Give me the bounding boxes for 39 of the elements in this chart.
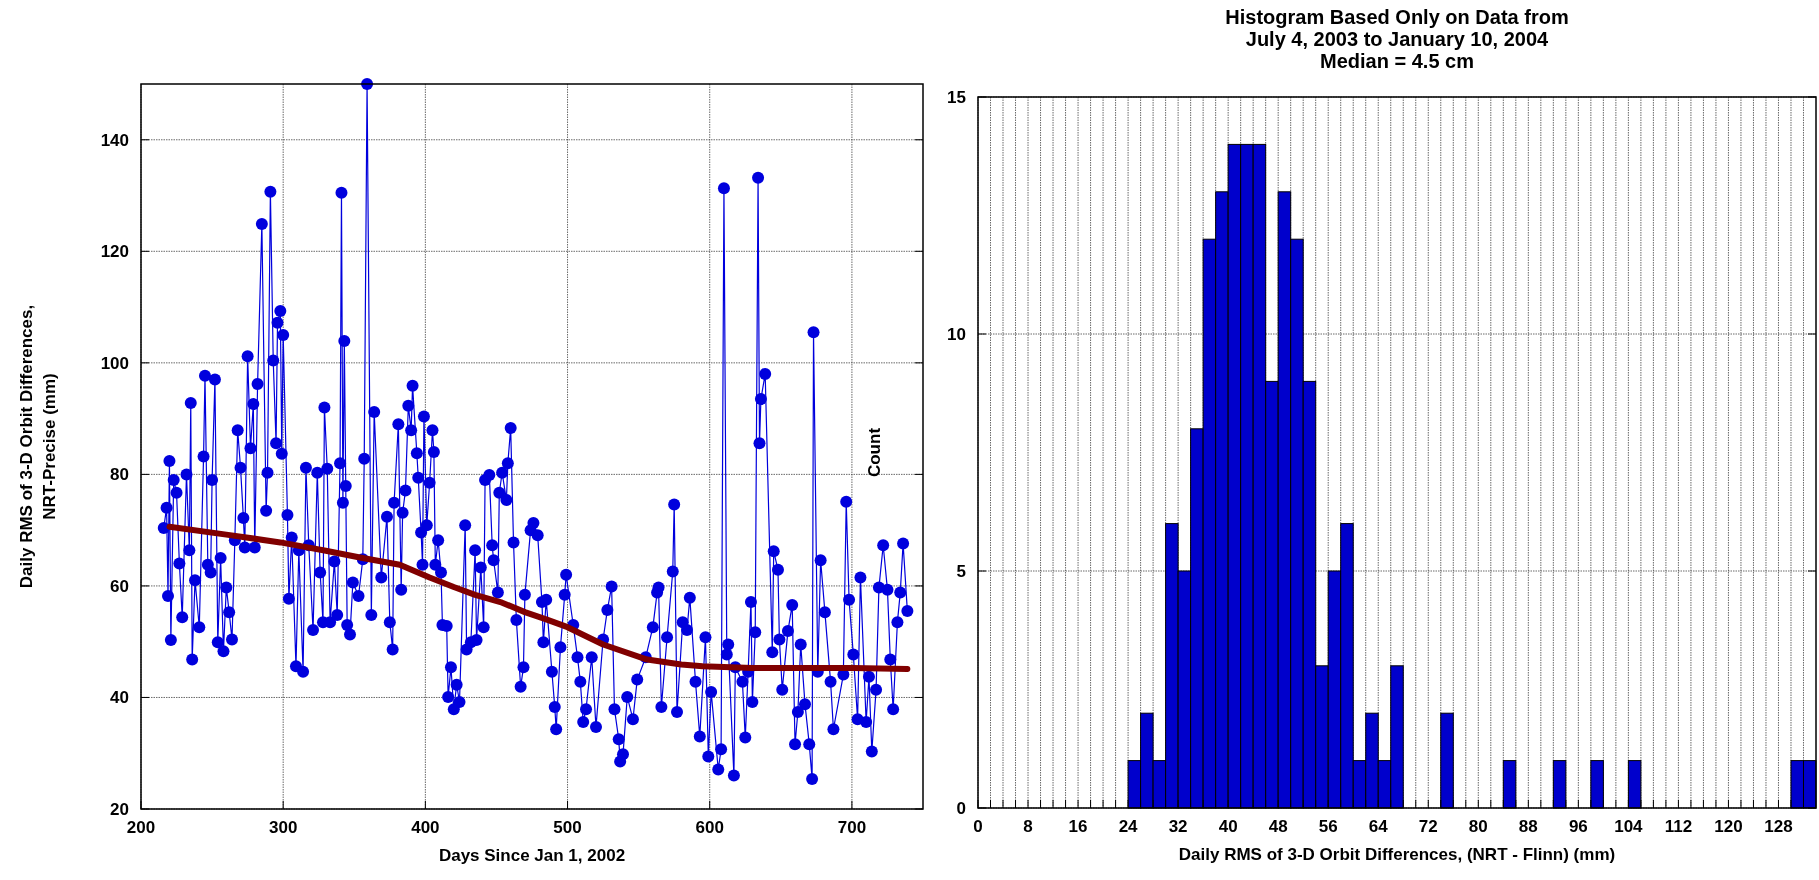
x-tick-label: 40 [1218,817,1238,836]
y-tick-label: 0 [956,799,966,818]
y-tick-label: 100 [100,353,129,373]
y-tick-label: 40 [110,688,129,708]
x-axis-title: Days Since Jan 1, 2002 [438,846,626,865]
y-tick-label: 5 [956,562,966,581]
x-tick-label: 88 [1518,817,1538,836]
y-tick-label: 60 [110,576,129,596]
x-tick-label: 500 [553,818,582,837]
x-tick-label: 48 [1268,817,1288,836]
x-tick-label: 80 [1468,817,1488,836]
chart-title: Histogram Based Only on Data from July 4, 2003 to January 10, 2004 Median = 4.5 cm [1225,6,1569,72]
x-tick-label: 120 [1714,817,1743,836]
x-tick-label: 300 [268,818,298,837]
y-tick-label: 10 [947,325,966,344]
x-tick-label: 128 [1764,817,1793,836]
y-tick-label: 140 [100,130,129,150]
x-tick-label: 0 [973,817,983,836]
x-tick-label: 112 [1664,817,1693,836]
y-tick-label: 20 [110,800,129,819]
x-tick-label: 24 [1118,817,1139,836]
x-tick-label: 16 [1068,817,1088,836]
x-tick-label: 600 [695,818,724,837]
x-tick-label: 32 [1168,817,1188,836]
x-tick-label: 400 [411,818,440,837]
y-tick-label: 15 [947,88,966,107]
x-tick-label: 8 [1023,817,1033,836]
x-tick-label: 700 [837,818,867,837]
y-tick-label: 80 [110,465,129,485]
x-tick-label: 56 [1318,817,1338,836]
x-tick-label: 104 [1614,817,1644,836]
x-tick-label: 72 [1418,817,1438,836]
y-axis-title: Count [865,427,884,478]
x-tick-label: 64 [1368,817,1389,836]
x-tick-label: 200 [126,818,156,837]
x-axis-title: Daily RMS of 3-D Orbit Differences, (NRT - Flinn) (mm) [1178,845,1616,864]
y-tick-label: 120 [100,242,129,262]
y-axis-title: Daily RMS of 3-D Orbit Differences, NRT-Precise (mm) [17,304,59,589]
x-tick-label: 96 [1568,817,1588,836]
